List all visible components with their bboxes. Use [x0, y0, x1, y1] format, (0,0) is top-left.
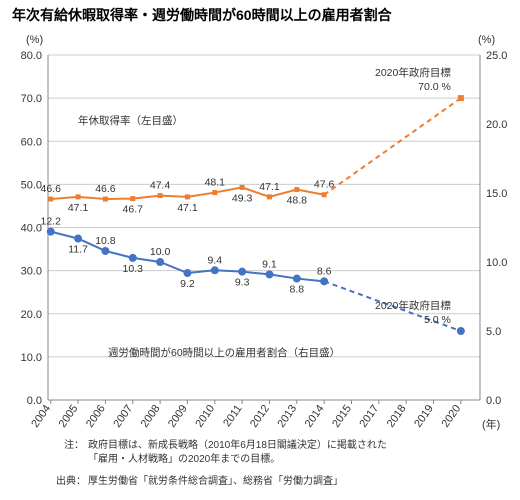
x-tick: 2014 — [303, 403, 327, 430]
leave-rate-marker — [294, 187, 299, 192]
right-tick: 10.0 — [486, 257, 507, 269]
leave-rate-value: 46.7 — [123, 204, 144, 216]
hours-value: 10.3 — [123, 263, 144, 275]
leave-rate-marker — [103, 197, 108, 202]
hours-target-value: 5.0 % — [424, 314, 451, 326]
hours-value: 8.8 — [290, 284, 305, 296]
leave-rate-marker — [130, 196, 135, 201]
note-label: 注： — [64, 438, 84, 451]
hours-value: 9.3 — [235, 277, 250, 289]
right-tick: 5.0 — [486, 326, 501, 338]
x-tick: 2009 — [166, 403, 190, 430]
leave-rate-target-marker — [458, 95, 464, 101]
x-tick: 2020 — [439, 403, 463, 430]
hours-marker — [211, 266, 219, 274]
hours-marker — [293, 275, 301, 283]
x-tick: 2007 — [111, 403, 135, 430]
left-tick: 70.0 — [21, 93, 42, 105]
hours-value: 10.0 — [150, 246, 171, 258]
x-tick: 2018 — [385, 403, 409, 430]
left-tick: 40.0 — [21, 223, 42, 235]
leave-rate-value: 47.4 — [150, 180, 171, 192]
leave-series-label: 年休取得率（左目盛） — [78, 114, 183, 127]
x-tick: 2006 — [84, 403, 108, 430]
hours-marker — [238, 268, 246, 276]
hours-marker — [156, 258, 164, 266]
hours-marker — [47, 228, 55, 236]
note-line2: 「雇用・人材戦略」の2020年までの目標。 — [88, 452, 280, 465]
x-tick: 2015 — [330, 403, 354, 430]
x-tick: 2008 — [139, 403, 163, 430]
leave-rate-marker — [76, 194, 81, 199]
hours-series-label: 週労働時間が60時間以上の雇用者割合（右目盛） — [108, 346, 340, 359]
right-tick: 15.0 — [486, 188, 507, 200]
left-tick: 10.0 — [21, 352, 42, 364]
hours-value: 9.4 — [207, 254, 222, 266]
hours-value: 9.2 — [180, 278, 195, 290]
leave-rate-value: 47.1 — [177, 202, 198, 214]
hours-value: 8.6 — [317, 265, 332, 277]
left-tick: 50.0 — [21, 179, 42, 191]
leave-rate-value: 47.1 — [68, 202, 89, 214]
hours-marker — [129, 254, 137, 262]
right-tick: 25.0 — [486, 50, 507, 62]
hours-target-marker — [457, 327, 465, 335]
leave-rate-marker — [267, 194, 272, 199]
leave-rate-marker — [212, 190, 217, 195]
leave-target-label: 2020年政府目標 — [375, 66, 451, 79]
left-tick: 0.0 — [27, 395, 42, 407]
leave-rate-marker — [48, 197, 53, 202]
leave-rate-marker — [185, 194, 190, 199]
left-tick: 20.0 — [21, 309, 42, 321]
hours-marker — [101, 247, 109, 255]
right-tick: 0.0 — [486, 395, 501, 407]
hours-value: 11.7 — [68, 244, 88, 256]
leave-rate-value: 46.6 — [41, 183, 62, 195]
hours-value: 12.2 — [41, 216, 62, 228]
leave-rate-value: 48.1 — [205, 177, 226, 189]
leave-rate-marker — [158, 193, 163, 198]
note-line1: 政府目標は、新成長戦略（2010年6月18日閣議決定）に掲載された — [88, 438, 387, 451]
leave-rate-value: 48.8 — [287, 195, 308, 207]
left-tick: 30.0 — [21, 266, 42, 278]
x-tick: 2012 — [248, 403, 272, 430]
hours-marker — [183, 269, 191, 277]
x-tick: 2011 — [221, 403, 244, 429]
left-tick: 80.0 — [21, 50, 42, 62]
leave-rate-target-line — [324, 98, 461, 195]
source-text: 厚生労働省「就労条件総合調査」、総務省「労働力調査」 — [88, 474, 343, 487]
source-label: 出典： — [56, 474, 86, 487]
hours-value: 9.1 — [262, 258, 277, 270]
leave-rate-value: 47.1 — [259, 181, 280, 193]
x-tick: 2010 — [193, 403, 217, 430]
x-tick: 2005 — [57, 403, 81, 430]
chart-svg: 年次有給休暇取得率・週労働時間が60時間以上の雇用者割合 (%) (%) (年) 0.0… — [0, 0, 520, 500]
leave-rate-marker — [240, 185, 245, 190]
leave-rate-value: 46.6 — [95, 183, 116, 195]
leave-target-value: 70.0 % — [418, 81, 451, 93]
x-tick: 2019 — [412, 403, 436, 430]
left-axis-unit: (%) — [26, 34, 43, 46]
right-tick: 20.0 — [486, 119, 507, 131]
x-axis-unit: (年) — [482, 417, 500, 431]
right-axis-unit: (%) — [478, 34, 495, 46]
hours-marker — [265, 270, 273, 278]
leave-rate-value: 49.3 — [232, 192, 253, 204]
hours-target-label: 2020年政府目標 — [375, 299, 451, 312]
x-tick: 2017 — [357, 403, 381, 430]
hours-marker — [74, 235, 82, 243]
chart-container: 年次有給休暇取得率・週労働時間が60時間以上の雇用者割合 (%) (%) (年) 0.0… — [0, 0, 520, 500]
x-tick: 2013 — [275, 403, 299, 430]
left-tick: 60.0 — [21, 136, 42, 148]
hours-value: 10.8 — [95, 235, 116, 247]
chart-title: 年次有給休暇取得率・週労働時間が60時間以上の雇用者割合 — [12, 7, 393, 23]
